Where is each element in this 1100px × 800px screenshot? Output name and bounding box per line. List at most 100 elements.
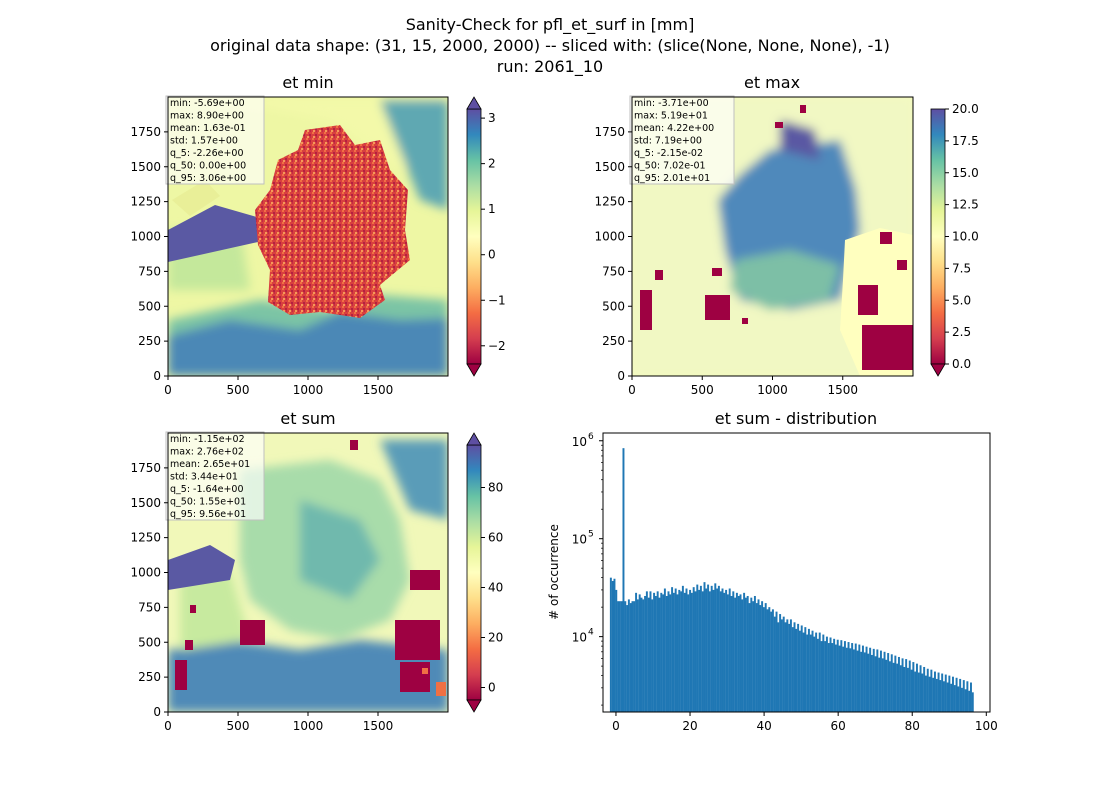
colorbar-tick-label: 60 bbox=[488, 531, 503, 545]
y-tick-label: 0 bbox=[153, 369, 161, 383]
stats-line: mean: 2.65e+01 bbox=[170, 459, 250, 470]
histogram-bar bbox=[863, 652, 866, 712]
y-tick-label: 1500 bbox=[594, 160, 625, 174]
y-tick-exponent: 6 bbox=[588, 432, 594, 442]
histogram-bar bbox=[806, 634, 809, 712]
histogram-bar bbox=[784, 622, 787, 712]
histogram-bar bbox=[707, 584, 710, 712]
x-tick-label: 60 bbox=[831, 719, 846, 733]
colorbar-tick-label: 1 bbox=[488, 202, 496, 216]
histogram-bar bbox=[825, 636, 828, 712]
colorbar-tick-label: 12.5 bbox=[952, 198, 979, 212]
histogram-bar bbox=[970, 682, 972, 712]
stats-line: q_95: 2.01e+01 bbox=[634, 173, 710, 184]
histogram-bar bbox=[617, 601, 620, 712]
colorbar-body bbox=[466, 108, 482, 365]
panel-et-sum-distribution: et sum - distribution # of occurrence 0 2… bbox=[547, 409, 998, 733]
colorbar-tick-label: 80 bbox=[488, 481, 503, 495]
stats-line: q_50: 7.02e-01 bbox=[634, 161, 706, 172]
histogram-bar bbox=[815, 632, 818, 712]
histogram-bar bbox=[944, 674, 947, 712]
histogram-bar bbox=[689, 589, 692, 712]
histogram-bar bbox=[653, 592, 656, 712]
histogram-bar bbox=[766, 609, 769, 712]
histogram-bar bbox=[791, 627, 794, 712]
figure-title: Sanity-Check for pfl_et_surf in [mm] ori… bbox=[210, 15, 890, 77]
histogram-bar bbox=[910, 669, 913, 712]
histogram-bar bbox=[771, 609, 774, 712]
histogram-bar bbox=[955, 677, 958, 712]
histogram-bar bbox=[816, 638, 819, 712]
histogram-bar bbox=[847, 642, 850, 712]
histogram-bar bbox=[734, 597, 737, 712]
colorbar-tick-label: 20.0 bbox=[952, 102, 979, 116]
histogram-bar bbox=[941, 673, 944, 712]
histogram-bar bbox=[849, 648, 852, 712]
y-tick-base: 10 bbox=[572, 533, 587, 547]
histogram-bar bbox=[714, 583, 717, 712]
histogram-bar bbox=[879, 650, 882, 712]
histogram-bar bbox=[685, 588, 688, 712]
histogram-bar bbox=[807, 628, 810, 712]
negative-patches bbox=[640, 105, 913, 370]
histogram-bar bbox=[923, 666, 926, 712]
colorbar-tick-label: 0.0 bbox=[952, 357, 971, 371]
panel-title: et max bbox=[744, 73, 800, 92]
histogram-bar bbox=[649, 591, 652, 712]
x-tick-label: 1000 bbox=[757, 383, 788, 397]
histogram-bar bbox=[651, 599, 654, 712]
histogram-bar bbox=[793, 622, 796, 712]
y-tick-label: 1000 bbox=[594, 230, 625, 244]
y-tick-label: 500 bbox=[138, 635, 161, 649]
histogram-bar bbox=[867, 653, 870, 712]
y-tick-label: 1250 bbox=[130, 195, 161, 209]
histogram-bar bbox=[874, 656, 877, 712]
histogram-bar bbox=[802, 632, 805, 712]
x-tick-label: 0 bbox=[164, 383, 172, 397]
x-tick-label: 1000 bbox=[293, 383, 324, 397]
histogram-bar bbox=[647, 597, 650, 712]
histogram-bar bbox=[716, 588, 719, 712]
histogram-bar bbox=[786, 619, 789, 712]
histogram-bar bbox=[775, 611, 778, 712]
histogram-bar bbox=[959, 678, 962, 712]
histogram-bar bbox=[856, 650, 859, 712]
y-tick-label: 1250 bbox=[130, 531, 161, 545]
histogram-bar bbox=[640, 597, 643, 712]
histogram-bar bbox=[800, 625, 803, 712]
y-tick-label: 250 bbox=[138, 670, 161, 684]
histogram-bar bbox=[951, 676, 954, 712]
histogram-bar bbox=[899, 665, 902, 712]
stats-line: min: -5.69e+00 bbox=[170, 98, 245, 109]
histogram-bar bbox=[662, 594, 665, 712]
histogram-bar bbox=[735, 592, 738, 712]
stats-line: q_5: -1.64e+00 bbox=[170, 484, 244, 495]
histogram-bar bbox=[950, 683, 953, 712]
histogram-bar bbox=[957, 686, 960, 712]
histogram-bar bbox=[820, 641, 823, 712]
histogram-bar bbox=[962, 680, 965, 712]
histogram-bar bbox=[897, 656, 900, 712]
histogram-bar bbox=[663, 588, 666, 712]
histogram-bar bbox=[827, 643, 830, 712]
stats-line: min: -1.15e+02 bbox=[170, 434, 245, 445]
panel-title: et sum - distribution bbox=[715, 409, 877, 428]
panel-et-sum: et sum bbox=[130, 409, 503, 733]
x-tick-label: 500 bbox=[227, 719, 250, 733]
histogram-bar bbox=[968, 690, 971, 712]
colorbar-tick-label: 10.0 bbox=[952, 230, 979, 244]
histogram-bar bbox=[764, 603, 767, 712]
panel-title: et min bbox=[282, 73, 333, 92]
histogram-bar bbox=[919, 665, 922, 712]
histogram-bar bbox=[946, 682, 949, 712]
histogram-bar bbox=[631, 601, 634, 712]
histogram-bar bbox=[644, 595, 647, 712]
panel-title: et sum bbox=[280, 409, 335, 428]
x-tick-label: 40 bbox=[756, 719, 771, 733]
colorbar-tick-label: 15.0 bbox=[952, 166, 979, 180]
histogram-bar bbox=[696, 584, 699, 712]
stats-line: max: 5.19e+01 bbox=[634, 111, 708, 122]
y-tick-label: 500 bbox=[602, 299, 625, 313]
histogram-bar bbox=[840, 640, 843, 712]
histogram-bar bbox=[755, 603, 758, 712]
